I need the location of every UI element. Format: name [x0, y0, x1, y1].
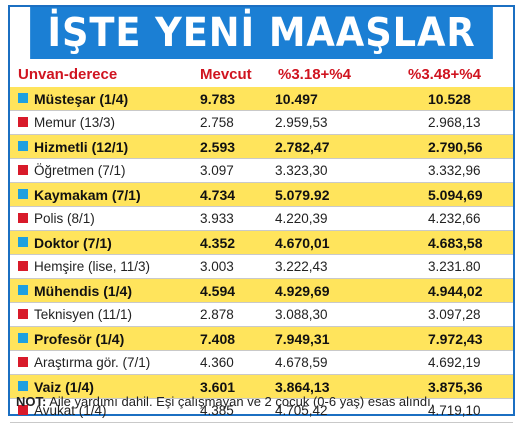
cell-col2: 4.944,02 [428, 283, 483, 299]
table-row: Araştırma gör. (7/1) 4.360 4.678,59 4.692,1… [10, 351, 513, 375]
table-row: Profesör (1/4) 7.408 7.949,31 7.972,43 [10, 327, 513, 351]
red-square-icon [18, 213, 28, 223]
cell-col1: 4.670,01 [275, 235, 330, 251]
red-square-icon [18, 117, 28, 127]
cell-unvan: Teknisyen (11/1) [34, 307, 133, 322]
cell-col2: 3.231.80 [428, 259, 481, 274]
cell-col2: 4.683,58 [428, 235, 483, 251]
cell-col1: 4.220,39 [275, 211, 328, 226]
cell-col2: 2.968,13 [428, 115, 481, 130]
cell-col2: 4.232,66 [428, 211, 481, 226]
cell-col1: 7.949,31 [275, 331, 330, 347]
red-square-icon [18, 309, 28, 319]
cell-mevcut: 3.601 [200, 379, 236, 395]
table-row: Polis (8/1) 3.933 4.220,39 4.232,66 [10, 207, 513, 231]
cell-mevcut: 2.878 [200, 307, 234, 322]
table-row: Hizmetli (12/1) 2.593 2.782,47 2.790,56 [10, 135, 513, 159]
table-row: Müsteşar (1/4) 9.783 10.497 10.528 [10, 87, 513, 111]
cell-unvan: Polis (8/1) [34, 211, 95, 226]
cell-unvan: Hemşire (lise, 11/3) [34, 259, 151, 274]
blue-square-icon [18, 141, 28, 151]
red-square-icon [18, 261, 28, 271]
footnote: NOT: Aile yardımı dahil. Eşi çalışmayan … [16, 394, 434, 409]
table-row: Avukat (1/4) 4.385 4.705,42 4.719,10 [10, 399, 513, 423]
cell-col1: 2.782,47 [275, 139, 330, 155]
cell-col1: 4.929,69 [275, 283, 330, 299]
cell-col2: 3.097,28 [428, 307, 481, 322]
cell-col1: 2.959,53 [275, 115, 328, 130]
cell-col2: 3.875,36 [428, 379, 483, 395]
cell-col2: 3.332,96 [428, 163, 481, 178]
cell-unvan: Müsteşar (1/4) [34, 91, 129, 107]
cell-col1: 4.705,42 [275, 403, 328, 418]
cell-col2: 4.692,19 [428, 355, 481, 370]
table-row: Doktor (7/1) 4.352 4.670,01 4.683,58 [10, 231, 513, 255]
cell-unvan: Mühendis (1/4) [34, 283, 133, 299]
cell-col2: 2.790,56 [428, 139, 483, 155]
header-unvan: Unvan-derece [18, 66, 118, 83]
cell-mevcut: 2.758 [200, 115, 234, 130]
table-row: Teknisyen (11/1) 2.878 3.088,30 3.097,28 [10, 303, 513, 327]
page-title: İŞTE YENİ MAAŞLAR [30, 7, 493, 59]
cell-mevcut: 4.352 [200, 235, 236, 251]
cell-col1: 5.079.92 [275, 187, 330, 203]
blue-square-icon [18, 381, 28, 391]
table-row: Kaymakam (7/1) 4.734 5.079.92 5.094,69 [10, 183, 513, 207]
cell-unvan: Memur (13/3) [34, 115, 116, 130]
cell-mevcut: 2.593 [200, 139, 236, 155]
cell-col1: 3.088,30 [275, 307, 328, 322]
header-col1: %3.18+%4 [278, 66, 351, 83]
cell-mevcut: 7.408 [200, 331, 236, 347]
cell-mevcut: 3.933 [200, 211, 234, 226]
cell-col1: 3.864,13 [275, 379, 330, 395]
blue-square-icon [18, 189, 28, 199]
cell-col1: 10.497 [275, 91, 318, 107]
cell-unvan: Öğretmen (7/1) [34, 163, 126, 178]
cell-col1: 3.222,43 [275, 259, 328, 274]
cell-col2: 5.094,69 [428, 187, 483, 203]
cell-mevcut: 4.594 [200, 283, 236, 299]
cell-unvan: Doktor (7/1) [34, 235, 112, 251]
cell-unvan: Hizmetli (12/1) [34, 139, 129, 155]
footnote-text: Aile yardımı dahil. Eşi çalışmayan ve 2 … [46, 394, 435, 409]
cell-unvan: Avukat (1/4) [34, 403, 107, 418]
cell-col2: 10.528 [428, 91, 471, 107]
cell-col2: 4.719,10 [428, 403, 481, 418]
cell-unvan: Vaiz (1/4) [34, 379, 94, 395]
cell-mevcut: 3.097 [200, 163, 234, 178]
red-square-icon [18, 357, 28, 367]
cell-unvan: Kaymakam (7/1) [34, 187, 141, 203]
table-row: Vaiz (1/4) 3.601 3.864,13 3.875,36 [10, 375, 513, 399]
cell-mevcut: 4.734 [200, 187, 236, 203]
cell-col2: 7.972,43 [428, 331, 483, 347]
blue-square-icon [18, 237, 28, 247]
table-header: Unvan-derece Mevcut %3.18+%4 %3.48+%4 [10, 63, 513, 85]
cell-col1: 4.678,59 [275, 355, 328, 370]
salary-table-frame: İŞTE YENİ MAAŞLAR Unvan-derece Mevcut %3… [8, 5, 515, 423]
blue-square-icon [18, 333, 28, 343]
blue-square-icon [18, 93, 28, 103]
table-row: Öğretmen (7/1) 3.097 3.323,30 3.332,96 [10, 159, 513, 183]
blue-square-icon [18, 285, 28, 295]
header-col2: %3.48+%4 [408, 66, 481, 83]
table-row: Mühendis (1/4) 4.594 4.929,69 4.944,02 [10, 279, 513, 303]
cell-unvan: Araştırma gör. (7/1) [34, 355, 151, 370]
cell-mevcut: 3.003 [200, 259, 234, 274]
cell-mevcut: 4.385 [200, 403, 234, 418]
header-mevcut: Mevcut [200, 66, 252, 83]
cell-unvan: Profesör (1/4) [34, 331, 125, 347]
cell-mevcut: 9.783 [200, 91, 236, 107]
cell-col1: 3.323,30 [275, 163, 328, 178]
table-body: Müsteşar (1/4) 9.783 10.497 10.528 Memur (13… [10, 87, 513, 423]
footnote-label: NOT: [16, 394, 47, 409]
red-square-icon [18, 165, 28, 175]
table-row: Memur (13/3) 2.758 2.959,53 2.968,13 [10, 111, 513, 135]
cell-mevcut: 4.360 [200, 355, 234, 370]
table-row: Hemşire (lise, 11/3) 3.003 3.222,43 3.231.8… [10, 255, 513, 279]
red-square-icon [18, 405, 28, 415]
